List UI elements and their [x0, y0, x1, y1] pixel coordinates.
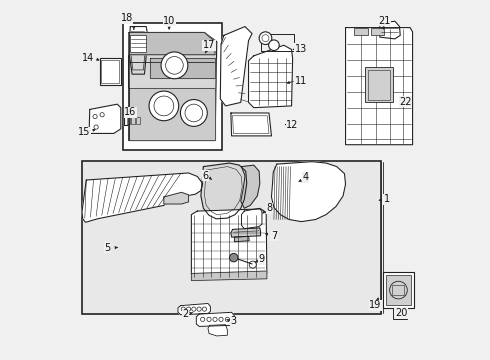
Text: 20: 20: [395, 309, 407, 318]
Polygon shape: [201, 163, 247, 219]
Bar: [99, 58, 121, 85]
Bar: [123, 23, 222, 150]
Text: 17: 17: [203, 40, 215, 50]
Polygon shape: [242, 208, 262, 229]
Text: 16: 16: [124, 107, 136, 117]
Polygon shape: [150, 58, 215, 78]
Bar: [130, 35, 146, 52]
Polygon shape: [129, 32, 215, 55]
Polygon shape: [89, 104, 121, 134]
Circle shape: [180, 100, 207, 126]
Text: 4: 4: [303, 172, 309, 182]
Polygon shape: [220, 27, 252, 106]
Text: 7: 7: [271, 231, 277, 241]
Text: 12: 12: [287, 120, 299, 130]
Polygon shape: [178, 303, 210, 315]
Circle shape: [229, 253, 238, 262]
Polygon shape: [231, 113, 271, 136]
Text: 21: 21: [378, 15, 391, 26]
Text: 9: 9: [259, 255, 265, 264]
Text: 6: 6: [202, 171, 209, 181]
Polygon shape: [248, 45, 293, 108]
Bar: [131, 117, 135, 123]
Text: 14: 14: [82, 53, 94, 63]
Text: 8: 8: [267, 203, 273, 213]
Text: 22: 22: [399, 97, 412, 107]
Polygon shape: [234, 237, 249, 242]
Circle shape: [269, 40, 279, 50]
Text: 15: 15: [78, 127, 91, 138]
Polygon shape: [380, 21, 400, 39]
Polygon shape: [208, 325, 227, 336]
Polygon shape: [345, 28, 413, 145]
Text: 1: 1: [384, 194, 390, 204]
Bar: [365, 67, 393, 102]
Bar: [386, 275, 411, 305]
Polygon shape: [82, 173, 203, 222]
Text: 3: 3: [231, 316, 237, 326]
Bar: [354, 28, 368, 35]
Text: 5: 5: [104, 243, 111, 253]
Bar: [136, 117, 140, 123]
Polygon shape: [128, 27, 148, 74]
Polygon shape: [196, 312, 234, 327]
Text: 13: 13: [294, 44, 307, 54]
Polygon shape: [231, 228, 261, 237]
Circle shape: [259, 32, 272, 45]
Bar: [101, 60, 119, 83]
Bar: [371, 28, 384, 35]
Bar: [368, 70, 391, 100]
Bar: [392, 285, 404, 295]
Polygon shape: [129, 88, 215, 140]
Text: 19: 19: [369, 300, 382, 310]
Polygon shape: [192, 271, 267, 280]
Polygon shape: [241, 165, 260, 208]
Text: 10: 10: [163, 15, 175, 26]
Polygon shape: [164, 192, 189, 204]
Bar: [383, 272, 414, 308]
Circle shape: [161, 52, 188, 79]
Polygon shape: [192, 209, 267, 279]
Bar: [127, 117, 130, 123]
Circle shape: [149, 91, 179, 121]
Text: 18: 18: [121, 13, 133, 23]
Polygon shape: [124, 116, 143, 125]
Text: 11: 11: [294, 76, 307, 86]
Polygon shape: [128, 32, 217, 140]
Polygon shape: [271, 162, 345, 222]
Text: 2: 2: [183, 309, 189, 319]
Bar: [82, 161, 381, 314]
Bar: [393, 308, 407, 319]
